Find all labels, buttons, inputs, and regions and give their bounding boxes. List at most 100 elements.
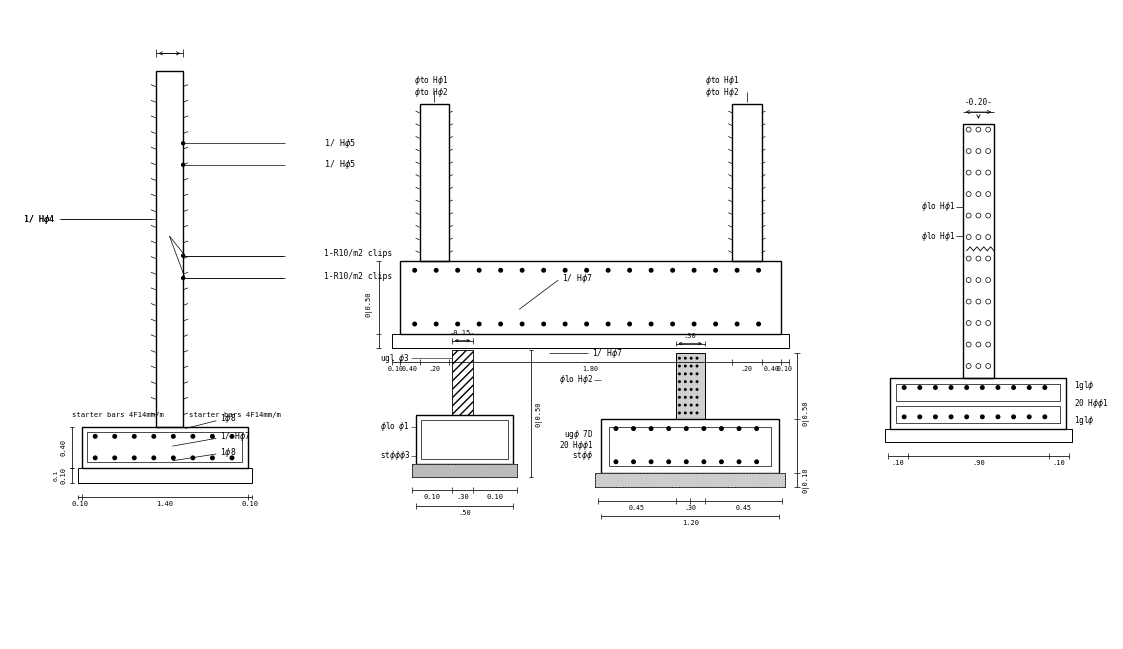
Text: .20: .20 — [428, 366, 440, 372]
Circle shape — [456, 323, 459, 326]
Circle shape — [585, 323, 588, 326]
Bar — [676, 353, 705, 419]
Bar — [88, 432, 241, 462]
Circle shape — [755, 460, 758, 463]
Circle shape — [738, 460, 741, 463]
Text: 0.10: 0.10 — [777, 366, 793, 372]
Text: 1.20: 1.20 — [682, 520, 699, 526]
Text: $\phi$to H$\phi$2: $\phi$to H$\phi$2 — [705, 86, 739, 99]
Text: 20 H$\phi$$\phi$1: 20 H$\phi$$\phi$1 — [559, 439, 593, 452]
Text: 0.10: 0.10 — [423, 494, 440, 500]
Text: 1gl$\phi$: 1gl$\phi$ — [1075, 414, 1095, 427]
Text: $\phi$to H$\phi$1: $\phi$to H$\phi$1 — [413, 74, 448, 87]
Circle shape — [691, 412, 692, 413]
Circle shape — [670, 269, 675, 272]
Circle shape — [628, 323, 631, 326]
Text: 0.40: 0.40 — [402, 366, 418, 372]
Circle shape — [649, 427, 652, 430]
Circle shape — [693, 323, 696, 326]
Circle shape — [564, 323, 567, 326]
Text: 0.1: 0.1 — [54, 470, 58, 481]
Bar — [896, 384, 1060, 400]
Circle shape — [1012, 415, 1015, 419]
Circle shape — [435, 269, 438, 272]
Circle shape — [917, 415, 922, 419]
Circle shape — [736, 323, 739, 326]
Bar — [885, 428, 1072, 442]
Text: $\phi$lo H$\phi$1: $\phi$lo H$\phi$1 — [921, 230, 955, 243]
Circle shape — [685, 373, 686, 374]
Circle shape — [720, 427, 723, 430]
Circle shape — [191, 456, 194, 459]
Circle shape — [667, 427, 670, 430]
Circle shape — [667, 460, 670, 463]
Bar — [82, 426, 247, 468]
Text: 1/ H$\phi$7: 1/ H$\phi$7 — [592, 347, 622, 360]
Circle shape — [413, 323, 417, 326]
Text: 1/ H$\phi$4: 1/ H$\phi$4 — [22, 213, 55, 226]
Text: 0.40: 0.40 — [764, 366, 779, 372]
Text: starter bars 4F14mm/m: starter bars 4F14mm/m — [72, 412, 164, 418]
Circle shape — [696, 381, 697, 382]
Text: 1/ H$\phi$5: 1/ H$\phi$5 — [323, 137, 356, 150]
Circle shape — [691, 404, 692, 406]
Text: ugl $\phi$3: ugl $\phi$3 — [381, 352, 410, 365]
Circle shape — [980, 415, 984, 419]
Circle shape — [182, 164, 184, 166]
Circle shape — [172, 456, 175, 459]
Circle shape — [542, 269, 546, 272]
Circle shape — [678, 358, 681, 359]
Circle shape — [172, 435, 175, 438]
Circle shape — [133, 435, 136, 438]
Circle shape — [696, 404, 697, 406]
Circle shape — [702, 460, 705, 463]
Text: .10: .10 — [892, 459, 904, 466]
Circle shape — [1043, 415, 1047, 419]
Circle shape — [477, 269, 481, 272]
Circle shape — [520, 323, 524, 326]
Text: 1.80: 1.80 — [583, 366, 599, 372]
Circle shape — [152, 435, 156, 438]
Circle shape — [696, 365, 697, 367]
Circle shape — [606, 323, 610, 326]
Text: 1$\phi$8: 1$\phi$8 — [220, 445, 237, 458]
Circle shape — [720, 460, 723, 463]
Text: 1/ H$\phi$7: 1/ H$\phi$7 — [563, 271, 593, 285]
Bar — [595, 474, 785, 487]
Circle shape — [564, 269, 567, 272]
Bar — [77, 468, 252, 484]
Circle shape — [585, 269, 588, 272]
Circle shape — [230, 456, 234, 459]
Bar — [962, 124, 994, 378]
Text: $\phi$lo H$\phi$1: $\phi$lo H$\phi$1 — [921, 201, 955, 214]
Circle shape — [1028, 386, 1031, 389]
Circle shape — [678, 389, 681, 390]
Circle shape — [133, 456, 136, 459]
Text: 1/ H$\phi$7: 1/ H$\phi$7 — [220, 430, 252, 443]
Circle shape — [413, 269, 417, 272]
Circle shape — [649, 323, 652, 326]
Circle shape — [702, 427, 705, 430]
Text: 0.45: 0.45 — [736, 505, 751, 511]
Circle shape — [678, 412, 681, 413]
Circle shape — [949, 415, 952, 419]
Text: 1gl$\phi$: 1gl$\phi$ — [1075, 379, 1095, 392]
Text: starter bars 4F14mm/m: starter bars 4F14mm/m — [189, 412, 281, 418]
Circle shape — [182, 254, 184, 257]
Text: 0|0.50: 0|0.50 — [803, 400, 810, 426]
Circle shape — [678, 365, 681, 367]
Circle shape — [933, 415, 938, 419]
Circle shape — [182, 141, 184, 145]
Text: $\phi$lo H$\phi$2: $\phi$lo H$\phi$2 — [559, 373, 593, 386]
Circle shape — [693, 269, 696, 272]
Circle shape — [696, 389, 697, 390]
Text: 1/ H$\phi$5: 1/ H$\phi$5 — [323, 158, 356, 171]
Circle shape — [685, 412, 686, 413]
Circle shape — [736, 269, 739, 272]
Circle shape — [685, 365, 686, 367]
Text: 1-R10/m2 clips: 1-R10/m2 clips — [323, 249, 392, 258]
Circle shape — [628, 269, 631, 272]
Circle shape — [542, 323, 546, 326]
Circle shape — [738, 427, 741, 430]
Circle shape — [685, 404, 686, 406]
